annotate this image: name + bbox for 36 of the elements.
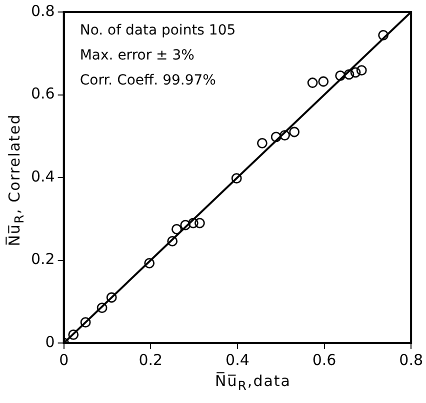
y-tick-label: 0.6 [30,84,55,103]
y-tick-label: 0 [45,332,55,351]
point [257,138,268,148]
point [172,224,182,234]
x-tick-label: 0.8 [399,350,423,369]
point [106,292,117,303]
point [335,70,346,81]
point [289,126,300,138]
point [231,173,242,184]
point [144,258,155,268]
x-tick-label: 0.6 [312,350,336,369]
point [350,67,361,78]
annotation: Corr. Coeff. 99.97% [80,72,216,89]
y-tick-label: 0.8 [30,2,55,20]
point [68,330,79,340]
point [180,220,191,230]
y-tick-label: 0.4 [30,167,55,186]
point [318,76,329,87]
point [80,317,91,328]
x-tick-label: 0.4 [226,350,250,369]
point [378,30,388,40]
point [194,218,205,228]
annotation: Max. error ± 3% [80,48,194,64]
point [188,218,198,228]
annotation: No. of data points 105 [80,22,236,39]
x-tick-label: 0.2 [138,350,163,369]
x-tick-label: 0 [59,350,69,369]
point [96,302,108,314]
point [344,69,354,80]
x-axis-title: N̅u̅$_{R}$,data [214,372,292,393]
y-tick-label: 0.2 [30,250,55,268]
point [280,130,290,140]
point [167,236,178,246]
point [270,132,282,142]
point [307,78,318,88]
point [356,65,367,76]
